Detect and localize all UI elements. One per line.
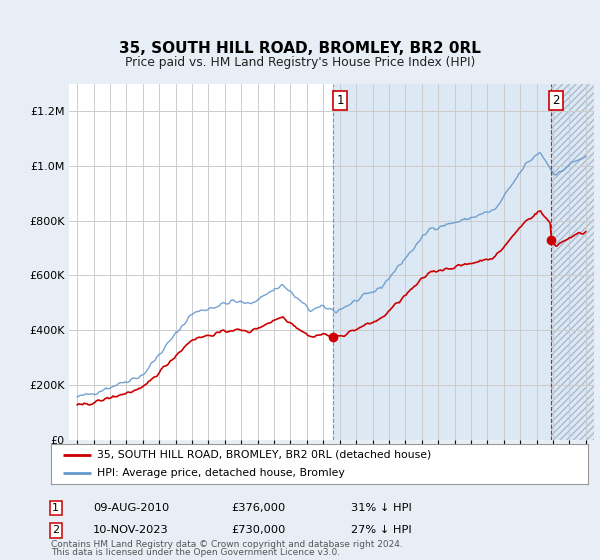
Text: £376,000: £376,000: [231, 503, 285, 513]
Text: 35, SOUTH HILL ROAD, BROMLEY, BR2 0RL (detached house): 35, SOUTH HILL ROAD, BROMLEY, BR2 0RL (d…: [97, 450, 431, 460]
Text: Contains HM Land Registry data © Crown copyright and database right 2024.: Contains HM Land Registry data © Crown c…: [51, 540, 403, 549]
Text: 1: 1: [52, 503, 59, 513]
Text: £730,000: £730,000: [231, 525, 286, 535]
Text: 31% ↓ HPI: 31% ↓ HPI: [351, 503, 412, 513]
Text: 2: 2: [52, 525, 59, 535]
Text: HPI: Average price, detached house, Bromley: HPI: Average price, detached house, Brom…: [97, 468, 344, 478]
Text: 2: 2: [552, 94, 560, 107]
Text: Price paid vs. HM Land Registry's House Price Index (HPI): Price paid vs. HM Land Registry's House …: [125, 57, 475, 69]
Bar: [333, 84, 594, 440]
Text: 35, SOUTH HILL ROAD, BROMLEY, BR2 0RL: 35, SOUTH HILL ROAD, BROMLEY, BR2 0RL: [119, 41, 481, 56]
Text: 27% ↓ HPI: 27% ↓ HPI: [351, 525, 412, 535]
Text: 09-AUG-2010: 09-AUG-2010: [93, 503, 169, 513]
Text: 1: 1: [337, 94, 344, 107]
Bar: [551, 84, 594, 440]
Text: This data is licensed under the Open Government Licence v3.0.: This data is licensed under the Open Gov…: [51, 548, 340, 557]
Text: 10-NOV-2023: 10-NOV-2023: [93, 525, 169, 535]
